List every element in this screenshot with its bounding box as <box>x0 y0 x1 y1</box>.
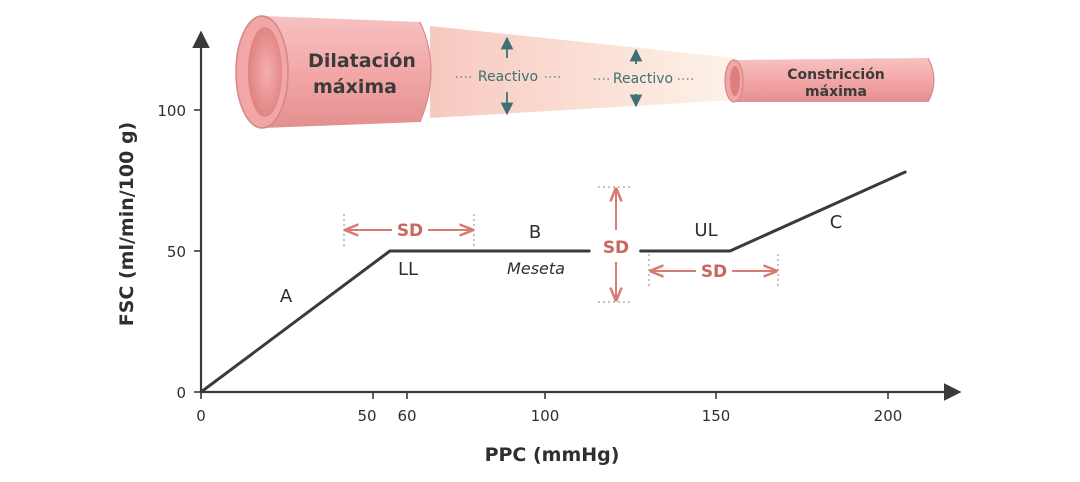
x-axis-title: PPC (mmHg) <box>485 444 620 466</box>
y-tick-label: 50 <box>167 243 186 261</box>
constricted-lumen <box>730 66 740 96</box>
sd-left-label: SD <box>397 221 423 241</box>
curve-labels: A LL B Meseta UL C <box>280 212 842 307</box>
sd-right-label: SD <box>701 262 727 282</box>
region-b-label: B <box>529 222 541 243</box>
sd-left-indicator: SD <box>343 214 475 248</box>
ll-label: LL <box>398 259 418 280</box>
x-tick-label: 150 <box>702 407 731 425</box>
reactive-indicator-2: Reactivo <box>594 48 696 108</box>
sd-vertical-label: SD <box>603 238 629 258</box>
y-tick-label: 0 <box>176 384 186 402</box>
sd-right-indicator: SD <box>648 254 779 288</box>
x-tick-label: 100 <box>531 407 560 425</box>
x-tick-label: 0 <box>196 407 206 425</box>
ul-label: UL <box>694 220 717 241</box>
reactive-label-2: Reactivo <box>613 71 673 87</box>
constricted-label-line2: máxima <box>805 84 867 100</box>
axes: 0 50 100 0 50 60 100 150 200 PPC (mmHg) … <box>116 30 962 466</box>
x-ticks: 0 50 60 100 150 200 <box>196 392 902 425</box>
vessel-illustration: Dilatación máxima Constricción máxima Re… <box>235 15 935 129</box>
constricted-label-line1: Constricción <box>787 67 885 83</box>
dilated-label-line1: Dilatación <box>308 50 416 72</box>
x-tick-label: 200 <box>874 407 903 425</box>
dilated-lumen <box>248 27 282 117</box>
dilated-label-line2: máxima <box>313 76 397 98</box>
sd-indicators: SD SD SD <box>343 186 779 303</box>
constricted-vessel: Constricción máxima <box>724 57 935 103</box>
reactive-label-1: Reactivo <box>478 69 538 85</box>
plateau-label: Meseta <box>507 259 565 278</box>
autoregulation-curve <box>199 170 907 394</box>
curve-segment-left <box>199 249 591 394</box>
reactive-indicator-1: Reactivo <box>456 36 562 116</box>
curve-segment-right <box>639 170 907 253</box>
x-tick-label: 50 <box>357 407 376 425</box>
region-a-label: A <box>280 286 293 307</box>
x-tick-label: 60 <box>397 407 416 425</box>
y-ticks: 0 50 100 <box>157 102 201 402</box>
reactive-cone <box>430 26 735 118</box>
dilated-vessel: Dilatación máxima <box>235 15 432 129</box>
sd-vertical-indicator: SD <box>598 186 633 303</box>
y-tick-label: 100 <box>157 102 186 120</box>
region-c-label: C <box>830 212 843 233</box>
y-axis-title: FSC (ml/min/100 g) <box>116 122 138 327</box>
